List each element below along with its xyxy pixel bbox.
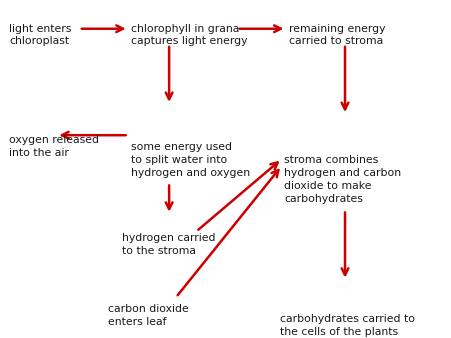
Text: hydrogen carried
to the stroma: hydrogen carried to the stroma — [122, 233, 215, 256]
Text: carbon dioxide
enters leaf: carbon dioxide enters leaf — [108, 304, 189, 327]
Text: stroma combines
hydrogen and carbon
dioxide to make
carbohydrates: stroma combines hydrogen and carbon diox… — [284, 155, 401, 204]
Text: carbohydrates carried to
the cells of the plants: carbohydrates carried to the cells of th… — [280, 314, 414, 337]
Text: remaining energy
carried to stroma: remaining energy carried to stroma — [289, 24, 385, 46]
Text: oxygen released
into the air: oxygen released into the air — [9, 135, 99, 158]
Text: light enters
chloroplast: light enters chloroplast — [9, 24, 71, 46]
Text: some energy used
to split water into
hydrogen and oxygen: some energy used to split water into hyd… — [131, 142, 250, 177]
Text: chlorophyll in grana
captures light energy: chlorophyll in grana captures light ener… — [131, 24, 247, 46]
